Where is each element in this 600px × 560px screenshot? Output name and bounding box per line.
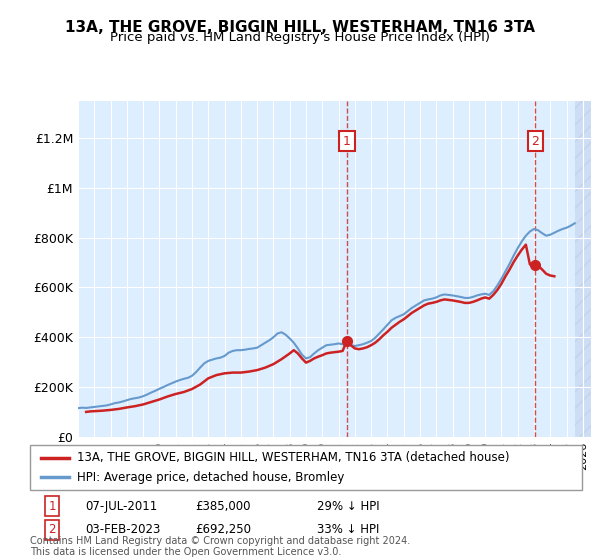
Text: 2: 2 xyxy=(532,134,539,148)
Bar xyxy=(575,101,591,437)
Text: £692,250: £692,250 xyxy=(196,523,251,536)
Text: 1: 1 xyxy=(343,134,351,148)
Text: 29% ↓ HPI: 29% ↓ HPI xyxy=(317,500,380,513)
Text: 07-JUL-2011: 07-JUL-2011 xyxy=(85,500,157,513)
Text: 1: 1 xyxy=(49,500,56,513)
FancyBboxPatch shape xyxy=(30,445,582,490)
Text: 03-FEB-2023: 03-FEB-2023 xyxy=(85,523,161,536)
Text: 33% ↓ HPI: 33% ↓ HPI xyxy=(317,523,379,536)
Text: 2: 2 xyxy=(49,523,56,536)
Text: Price paid vs. HM Land Registry's House Price Index (HPI): Price paid vs. HM Land Registry's House … xyxy=(110,31,490,44)
Text: Contains HM Land Registry data © Crown copyright and database right 2024.
This d: Contains HM Land Registry data © Crown c… xyxy=(30,535,410,557)
Text: 13A, THE GROVE, BIGGIN HILL, WESTERHAM, TN16 3TA: 13A, THE GROVE, BIGGIN HILL, WESTERHAM, … xyxy=(65,20,535,35)
Text: 13A, THE GROVE, BIGGIN HILL, WESTERHAM, TN16 3TA (detached house): 13A, THE GROVE, BIGGIN HILL, WESTERHAM, … xyxy=(77,451,509,464)
Text: £385,000: £385,000 xyxy=(196,500,251,513)
Text: HPI: Average price, detached house, Bromley: HPI: Average price, detached house, Brom… xyxy=(77,471,344,484)
